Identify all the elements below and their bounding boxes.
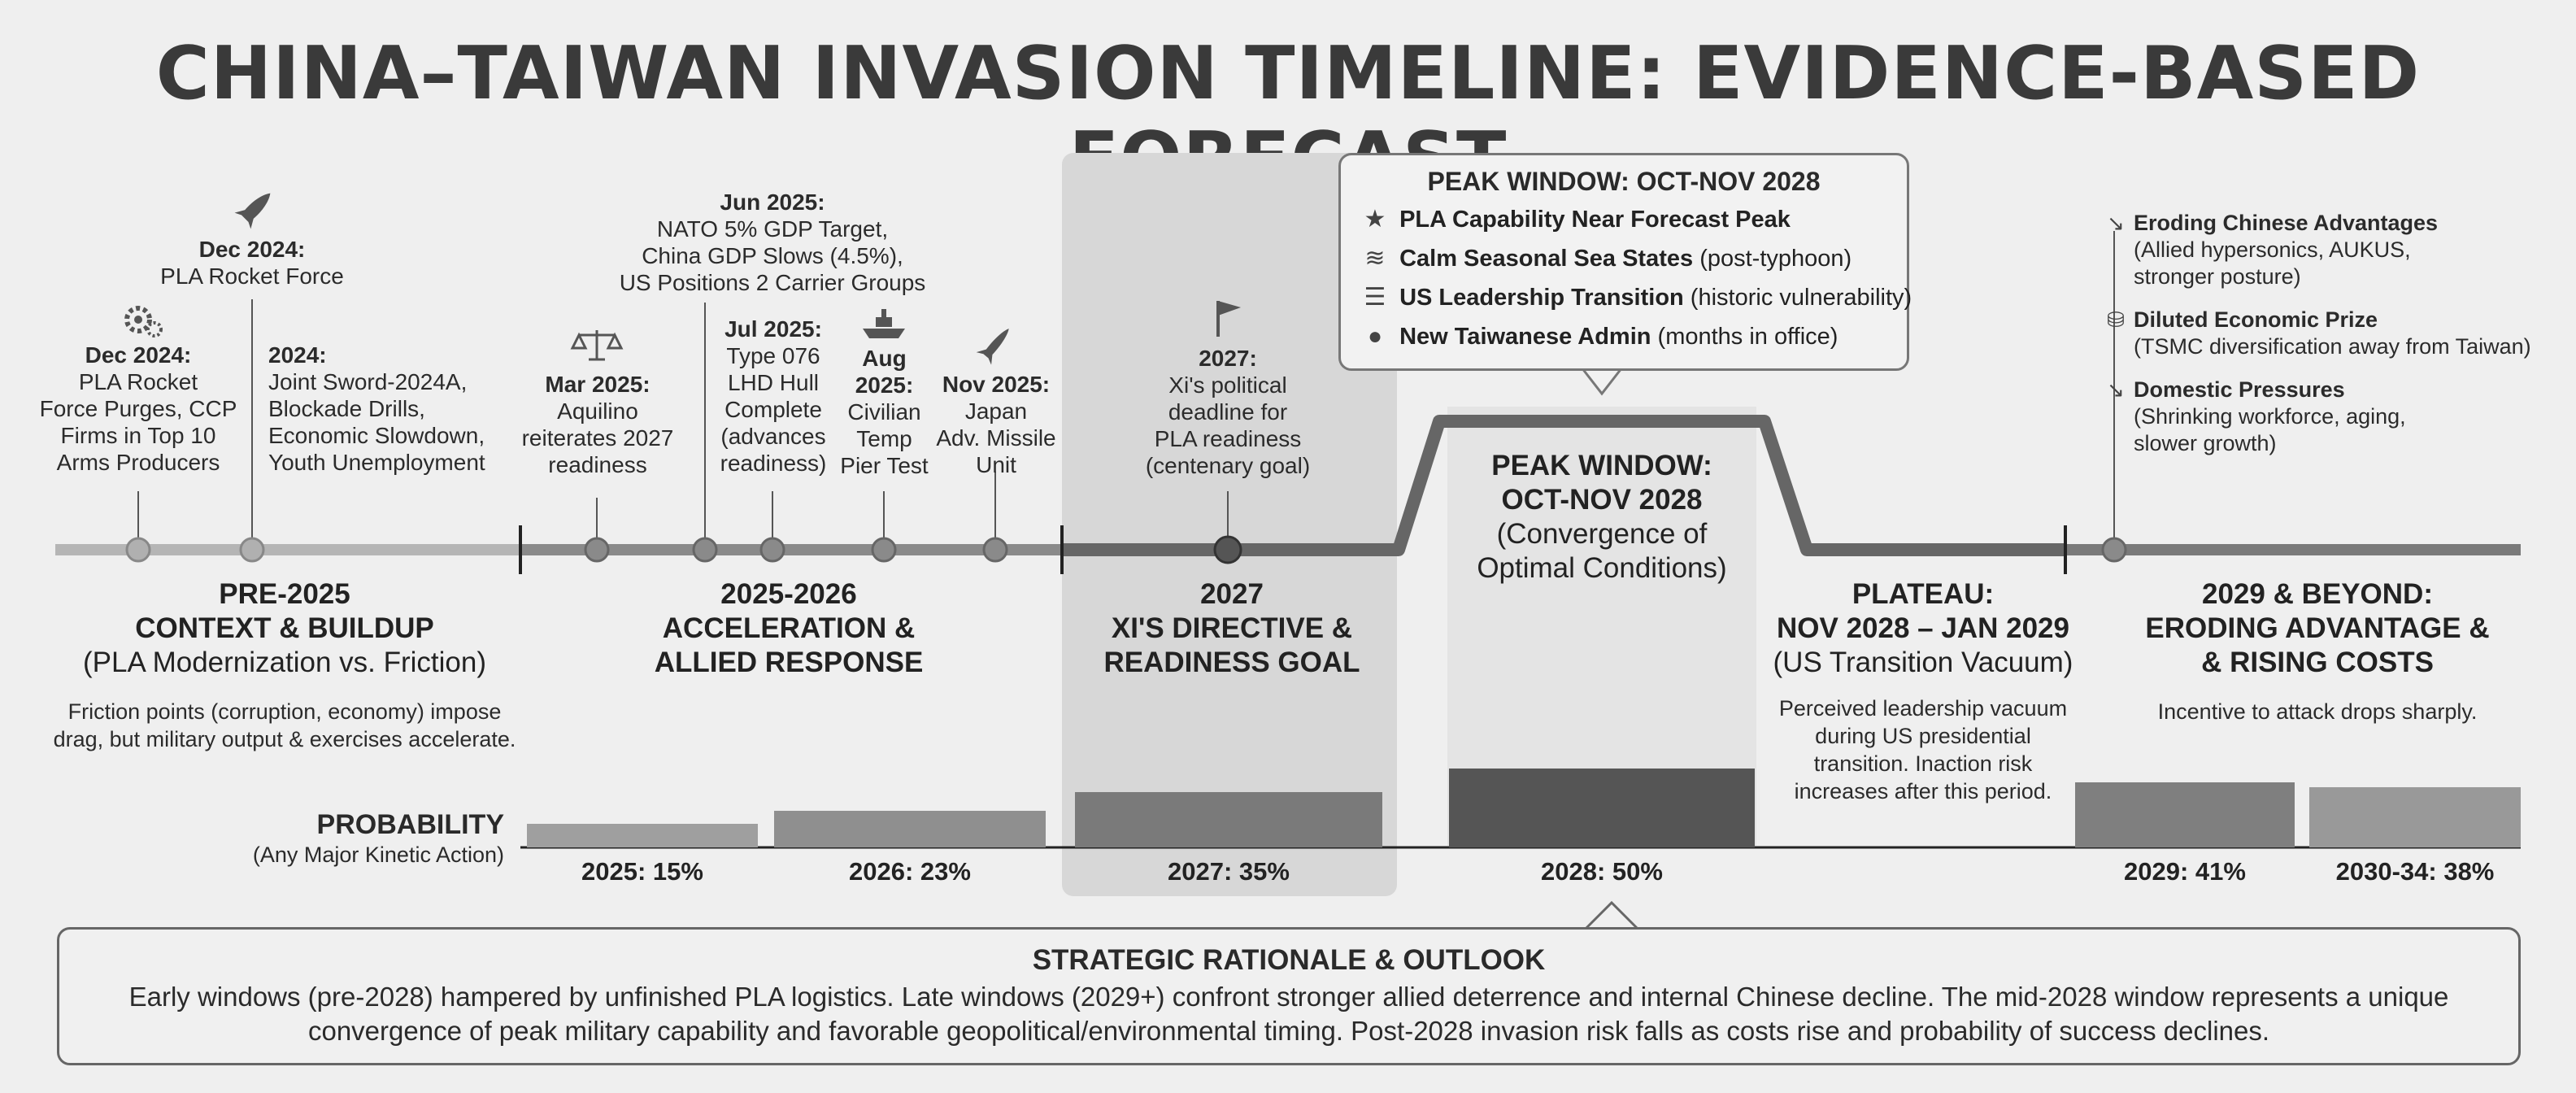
probability-sublabel: (Any Major Kinetic Action) <box>252 843 504 867</box>
event-date: Jun 2025: <box>720 189 825 215</box>
event-dec2024-purges: Dec 2024: PLA Rocket Force Purges, CCP F… <box>33 342 244 476</box>
event-date: 2027: <box>1199 346 1257 371</box>
phase-2025-2026: 2025-2026 ACCELERATION & ALLIED RESPONSE <box>569 577 1008 680</box>
event-text: Xi's political deadline for PLA readines… <box>1145 372 1311 478</box>
event-aug2025: Aug 2025: Civilian Temp Pier Test <box>838 345 931 479</box>
phase-title: 2029 & BEYOND: ERODING ADVANTAGE & & RIS… <box>2145 578 2490 678</box>
gears-icon <box>124 306 163 337</box>
phase-title: PRE-2025 CONTEXT & BUILDUP <box>135 578 434 644</box>
phase-subtitle: (PLA Modernization vs. Friction) <box>82 647 486 678</box>
callout-row: ● New Taiwanese Admin (months in office) <box>1357 317 1907 356</box>
phase-title: 2025-2026 ACCELERATION & ALLIED RESPONSE <box>654 578 924 678</box>
probability-bar <box>1449 768 1755 847</box>
probability-bar <box>527 823 758 847</box>
event-date: Dec 2024: <box>85 342 192 368</box>
event-dec2024-rocket: Dec 2024: PLA Rocket Force <box>142 236 362 290</box>
outlook-text: Early windows (pre-2028) hampered by unf… <box>128 982 2449 1046</box>
star-icon: ★ <box>1364 206 1386 233</box>
probability-bar <box>2075 782 2295 847</box>
timeline-dot <box>1213 535 1242 564</box>
timeline-dot <box>584 537 610 563</box>
event-2027-deadline: 2027: Xi's political deadline for PLA re… <box>1122 345 1334 479</box>
probability-bar-label: 2028: 50% <box>1541 857 1663 886</box>
timeline-dot <box>759 537 785 563</box>
timeline-dot <box>125 537 151 563</box>
phase-description: Incentive to attack drops sharply. <box>2157 699 2478 724</box>
event-text: Type 076 LHD Hull Complete (advances rea… <box>720 343 827 476</box>
timeline-dot <box>982 537 1008 563</box>
event-date: Mar 2025: <box>545 372 651 397</box>
phase-title: PEAK WINDOW: OCT-NOV 2028 <box>1491 450 1712 516</box>
event-2024-jointsword: 2024: Joint Sword-2024A, Blockade Drills… <box>268 342 496 476</box>
callout-title: PEAK WINDOW: OCT-NOV 2028 <box>1427 167 1821 196</box>
right-item: ↘ Eroding Chinese Advantages (Allied hype… <box>2098 210 2553 290</box>
phase-description: Friction points (corruption, economy) im… <box>53 699 516 751</box>
phase-title: PLATEAU: NOV 2028 – JAN 2029 <box>1777 578 2069 644</box>
phase-2027: 2027 XI'S DIRECTIVE & READINESS GOAL <box>1065 577 1399 680</box>
event-nov2025: Nov 2025: Japan Adv. Missile Unit <box>935 371 1057 478</box>
event-text: Civilian Temp Pier Test <box>840 399 929 478</box>
event-date: Nov 2025: <box>942 372 1051 397</box>
probability-bar-label: 2026: 23% <box>849 857 971 886</box>
missile-icon <box>976 329 1009 365</box>
event-text: NATO 5% GDP Target, China GDP Slows (4.5… <box>619 216 926 295</box>
callout-row: ☰ US Leadership Transition (historic vul… <box>1357 278 1912 317</box>
event-text: PLA Rocket Force <box>160 263 344 289</box>
right-item: ↘ Domestic Pressures (Shrinking workforce… <box>2098 377 2553 457</box>
probability-bar <box>2309 786 2521 847</box>
event-jul2025: Jul 2025: Type 076 LHD Hull Complete (ad… <box>712 316 834 477</box>
probability-bar-label: 2029: 41% <box>2124 857 2246 886</box>
phase-subtitle: (US Transition Vacuum) <box>1773 647 2073 678</box>
phase-peak: PEAK WINDOW: OCT-NOV 2028 (Convergence o… <box>1456 449 1748 586</box>
timeline-dot <box>692 537 718 563</box>
event-date: Jul 2025: <box>724 316 822 342</box>
event-date: 2024: <box>268 342 327 368</box>
timeline-dot <box>871 537 897 563</box>
flag-icon: ☰ <box>1364 284 1386 311</box>
ship-icon <box>863 309 905 338</box>
outlook-box: STRATEGIC RATIONALE & OUTLOOK Early wind… <box>57 927 2521 1065</box>
scales-icon <box>570 330 624 361</box>
event-date: Aug 2025: <box>855 346 914 398</box>
timeline-dot <box>239 537 265 563</box>
probability-bar <box>1075 791 1382 847</box>
callout-pointer <box>1577 364 1626 396</box>
callout-row: ≋ Calm Seasonal Sea States (post-typhoon… <box>1357 239 1907 278</box>
event-date: Dec 2024: <box>198 237 306 262</box>
event-text: Aquilino reiterates 2027 readiness <box>521 398 674 477</box>
probability-label: PROBABILITY <box>316 809 504 840</box>
probability-bar-label: 2030-34: 38% <box>2335 857 2495 886</box>
outlook-title: STRATEGIC RATIONALE & OUTLOOK <box>1032 944 1546 976</box>
phase-plateau: PLATEAU: NOV 2028 – JAN 2029 (US Transit… <box>1764 577 2082 805</box>
wave-icon: ≋ <box>1364 245 1386 272</box>
trend-down-icon: ↘ <box>2107 211 2125 235</box>
phase-description: Perceived leadership vacuum during US pr… <box>1778 696 2068 803</box>
person-icon: ● <box>1367 323 1383 350</box>
probability-bar-label: 2027: 35% <box>1168 857 1290 886</box>
timeline-dot <box>2101 537 2127 563</box>
phase-2029-beyond: 2029 & BEYOND: ERODING ADVANTAGE & & RIS… <box>2098 577 2537 725</box>
trend-down-icon: ↘ <box>2107 377 2125 402</box>
outlook-pointer <box>1584 900 1639 930</box>
coins-icon: ⛁ <box>2107 307 2125 332</box>
event-text: Japan Adv. Missile Unit <box>936 398 1056 477</box>
phase-subtitle: (Convergence of Optimal Conditions) <box>1477 518 1727 584</box>
peak-window-callout: PEAK WINDOW: OCT-NOV 2028 ★ PLA Capabili… <box>1338 153 1912 371</box>
probability-bar-label: 2025: 15% <box>581 857 703 886</box>
phase-title: 2027 XI'S DIRECTIVE & READINESS GOAL <box>1103 578 1360 678</box>
timeline-line-peak <box>1062 415 2065 556</box>
probability-bar <box>774 811 1046 847</box>
right-item: ⛁ Diluted Economic Prize (TSMC diversific… <box>2098 307 2553 360</box>
event-jun2025: Jun 2025: NATO 5% GDP Target, China GDP … <box>618 189 927 296</box>
event-mar2025: Mar 2025: Aquilino reiterates 2027 readi… <box>504 371 691 478</box>
flag-icon <box>1216 301 1241 337</box>
rocket-icon <box>234 193 271 229</box>
phase-pre2025: PRE-2025 CONTEXT & BUILDUP (PLA Moderniz… <box>33 577 537 753</box>
right-items: ↘ Eroding Chinese Advantages (Allied hype… <box>2098 210 2553 457</box>
event-text: Joint Sword-2024A, Blockade Drills, Econ… <box>268 369 485 475</box>
event-text: PLA Rocket Force Purges, CCP Firms in To… <box>39 369 237 475</box>
callout-row: ★ PLA Capability Near Forecast Peak <box>1357 200 1907 239</box>
